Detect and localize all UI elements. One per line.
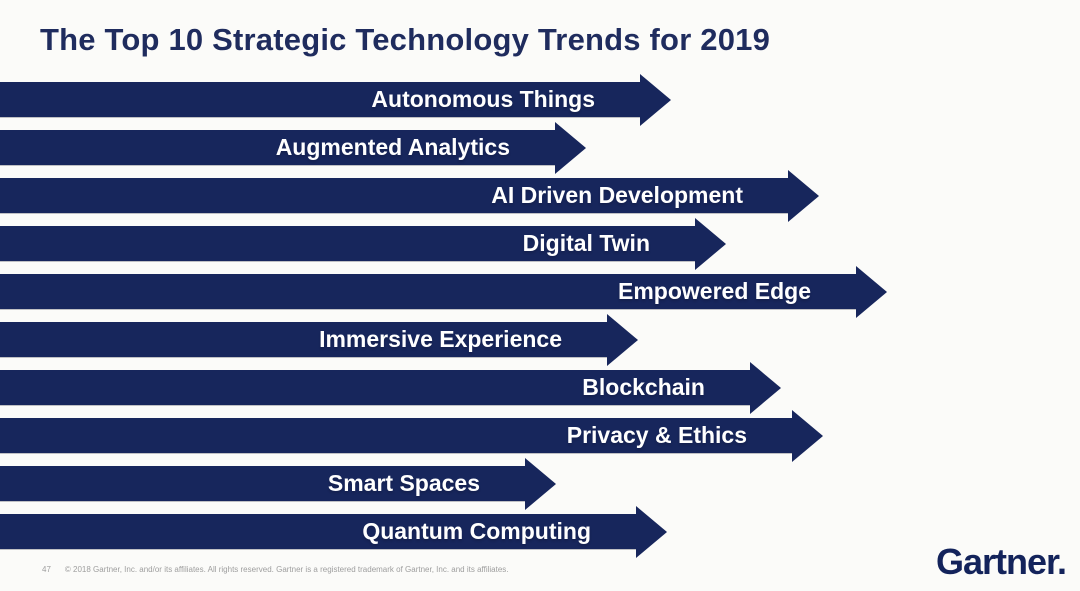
arrow-bar: Privacy & Ethics (0, 418, 792, 453)
arrow-bar: Blockchain (0, 370, 750, 405)
arrow-head (555, 121, 586, 174)
slide-title: The Top 10 Strategic Technology Trends f… (40, 22, 771, 57)
trend-arrow: Augmented Analytics (0, 121, 586, 174)
arrow-bar: Smart Spaces (0, 466, 525, 501)
trend-arrow: Quantum Computing (0, 505, 667, 558)
arrow-bar: Quantum Computing (0, 514, 636, 549)
trend-arrow: Privacy & Ethics (0, 409, 823, 462)
trend-label: AI Driven Development (491, 182, 743, 208)
arrow-bar: Digital Twin (0, 226, 695, 261)
arrow-head (525, 457, 556, 510)
arrow-bar: Autonomous Things (0, 82, 640, 117)
arrow-bar: AI Driven Development (0, 178, 788, 213)
arrow-head (792, 409, 823, 462)
trend-label: Empowered Edge (618, 278, 811, 304)
trend-arrow: Digital Twin (0, 217, 726, 270)
arrow-head (640, 73, 671, 126)
footer: 47 © 2018 Gartner, Inc. and/or its affili… (42, 565, 509, 574)
arrow-head (695, 217, 726, 270)
copyright-text: © 2018 Gartner, Inc. and/or its affiliat… (64, 565, 509, 574)
trend-arrow: Autonomous Things (0, 73, 671, 126)
arrow-bar: Empowered Edge (0, 274, 856, 309)
arrow-bar: Immersive Experience (0, 322, 607, 357)
trend-label: Digital Twin (522, 230, 650, 256)
trend-arrow: Empowered Edge (0, 265, 887, 318)
trend-arrow: Blockchain (0, 361, 781, 414)
trend-arrow: Immersive Experience (0, 313, 638, 366)
trend-label: Augmented Analytics (275, 134, 510, 160)
arrow-bar: Augmented Analytics (0, 130, 555, 165)
trend-label: Privacy & Ethics (566, 422, 747, 448)
trend-arrow: AI Driven Development (0, 169, 819, 222)
arrow-head (636, 505, 667, 558)
arrow-head (788, 169, 819, 222)
arrow-head (750, 361, 781, 414)
trend-label: Blockchain (582, 374, 705, 400)
arrow-head (856, 265, 887, 318)
gartner-logo: Gartner. (936, 541, 1067, 582)
trend-label: Quantum Computing (362, 518, 591, 544)
trend-label: Immersive Experience (319, 326, 562, 352)
arrow-head (607, 313, 638, 366)
trend-label: Smart Spaces (327, 470, 480, 496)
page-number: 47 (42, 565, 51, 574)
trend-arrow: Smart Spaces (0, 457, 556, 510)
trend-label: Autonomous Things (371, 86, 595, 112)
